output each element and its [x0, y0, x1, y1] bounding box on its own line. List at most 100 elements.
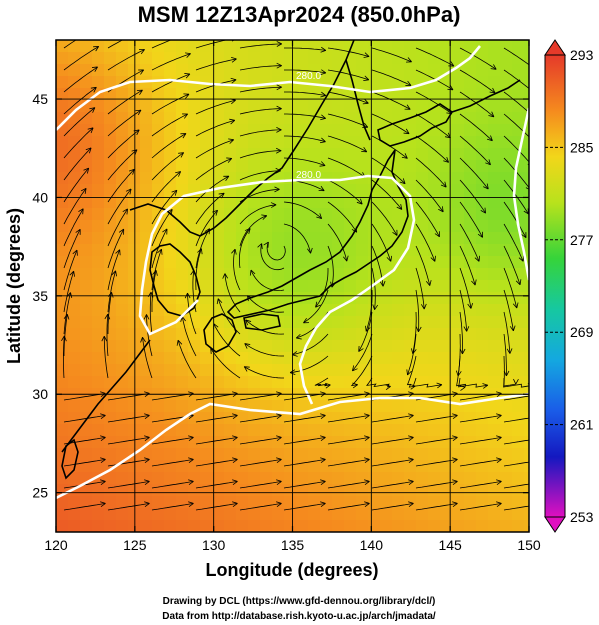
- field-cell: [332, 508, 345, 521]
- streamline-arrow: [232, 457, 238, 463]
- streamline-arrow: [489, 87, 496, 94]
- field-cell: [248, 88, 261, 101]
- streamline: [63, 503, 106, 511]
- streamline: [195, 58, 237, 71]
- field-cell: [236, 520, 249, 532]
- field-cell: [212, 268, 225, 281]
- field-cell: [104, 64, 117, 77]
- field-cell: [488, 316, 501, 329]
- streamline-arrow: [471, 279, 477, 286]
- field-cell: [428, 256, 441, 269]
- field-cell: [224, 244, 237, 257]
- field-cell: [512, 364, 525, 377]
- field-cell: [476, 316, 489, 329]
- field-cell: [440, 160, 453, 173]
- field-cell: [512, 472, 525, 485]
- field-cell: [476, 520, 489, 532]
- field-cell: [56, 184, 69, 197]
- field-cell: [308, 364, 321, 377]
- streamline-arrow: [69, 270, 75, 277]
- field-cell: [236, 376, 249, 389]
- streamline: [415, 289, 420, 332]
- field-cell: [428, 136, 441, 149]
- field-cell: [524, 400, 529, 413]
- field-cell: [308, 136, 321, 149]
- streamline: [284, 113, 326, 119]
- field-cell: [416, 508, 429, 521]
- field-cell: [500, 484, 513, 497]
- field-cell: [200, 280, 213, 293]
- field-cell: [464, 136, 477, 149]
- field-cell: [200, 268, 213, 281]
- streamline-arrow: [408, 413, 414, 419]
- field-cell: [152, 448, 165, 461]
- streamline-arrow: [115, 249, 121, 256]
- field-cell: [428, 148, 441, 161]
- streamline-arrow: [430, 255, 436, 262]
- streamline-arrow: [399, 178, 406, 185]
- streamline: [459, 135, 491, 166]
- field-cell: [452, 268, 465, 281]
- field-cell: [416, 208, 429, 221]
- streamline: [239, 415, 282, 423]
- field-cell: [152, 244, 165, 257]
- field-cell: [524, 496, 529, 509]
- field-cell: [416, 472, 429, 485]
- streamline: [63, 127, 94, 159]
- field-cell: [476, 352, 489, 365]
- field-cell: [200, 196, 213, 209]
- field-cell: [200, 316, 213, 329]
- contour-label-north: 280.0: [296, 71, 321, 82]
- field-cell: [200, 40, 213, 53]
- field-cell: [188, 472, 201, 485]
- field-cell: [92, 520, 105, 532]
- field-cell: [176, 268, 189, 281]
- streamline: [177, 340, 197, 379]
- field-cell: [416, 124, 429, 137]
- field-cell: [308, 172, 321, 185]
- field-cell: [80, 328, 93, 341]
- field-cell: [452, 232, 465, 245]
- y-tick-label: 40: [32, 189, 48, 205]
- field-cell: [200, 520, 213, 532]
- field-cell: [164, 148, 177, 161]
- field-cell: [452, 160, 465, 173]
- field-cell: [488, 376, 501, 389]
- field-cell: [176, 520, 189, 532]
- field-cell: [140, 220, 153, 233]
- field-cell: [272, 436, 285, 449]
- field-cell: [428, 268, 441, 281]
- field-cell: [260, 124, 273, 137]
- field-cell: [500, 100, 513, 113]
- field-cell: [272, 244, 285, 257]
- field-cell: [152, 352, 165, 365]
- field-cell: [284, 472, 297, 485]
- field-cell: [404, 412, 417, 425]
- field-cell: [392, 292, 405, 305]
- streamline-arrow: [443, 157, 449, 163]
- streamline-arrow: [295, 333, 302, 340]
- field-cell: [188, 136, 201, 149]
- streamline-arrow: [232, 435, 238, 441]
- field-cell: [380, 256, 393, 269]
- field-cell: [524, 148, 529, 161]
- field-cell: [512, 64, 525, 77]
- field-cell: [380, 448, 393, 461]
- streamline-arrow: [415, 326, 422, 333]
- streamline: [503, 377, 529, 388]
- field-cell: [236, 292, 249, 305]
- field-cell: [128, 328, 141, 341]
- streamline-arrow: [496, 479, 502, 485]
- field-cell: [344, 508, 357, 521]
- field-cell: [116, 244, 129, 257]
- field-cell: [176, 448, 189, 461]
- field-cell: [476, 340, 489, 353]
- streamline-arrow: [488, 111, 495, 118]
- field-cell: [272, 148, 285, 161]
- field-cell: [164, 292, 177, 305]
- streamline-arrow: [197, 248, 203, 255]
- field-cell: [452, 220, 465, 233]
- field-cell: [440, 220, 453, 233]
- field-cell: [284, 364, 297, 377]
- field-cell: [224, 64, 237, 77]
